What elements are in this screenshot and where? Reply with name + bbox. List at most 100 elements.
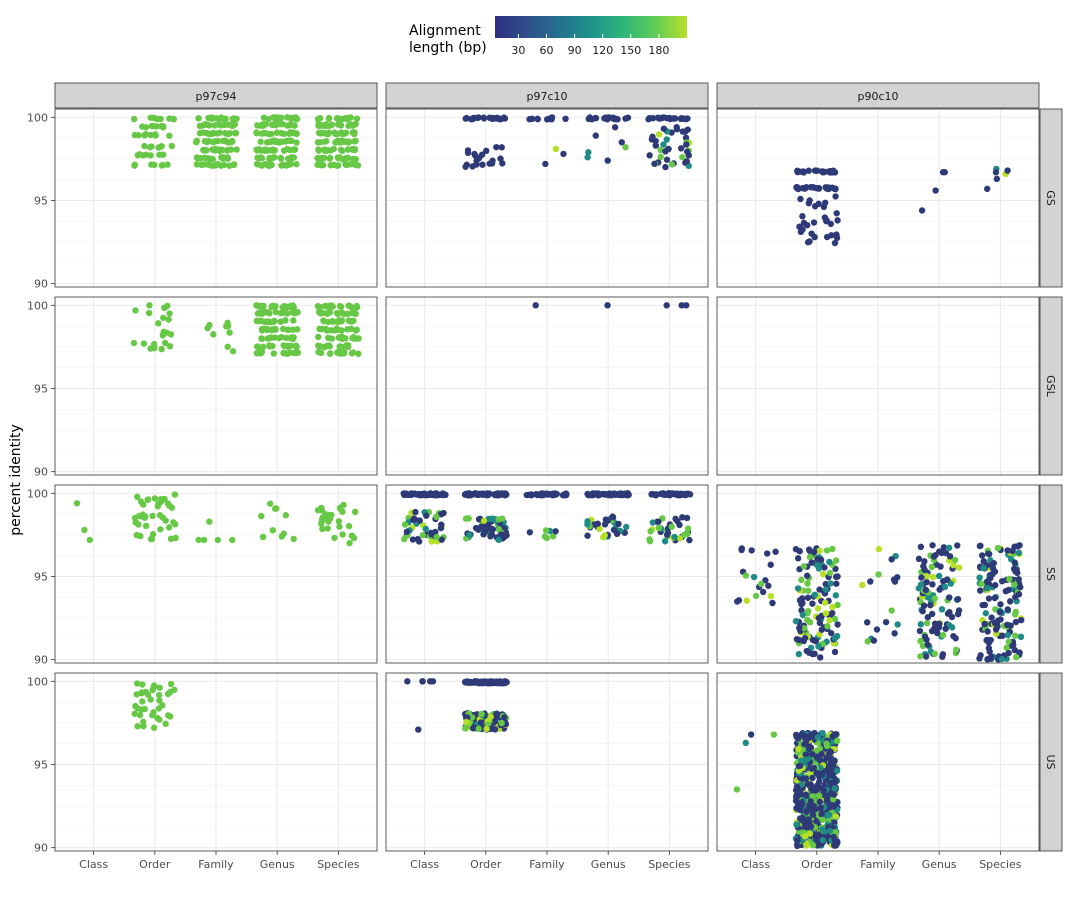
data-point <box>495 536 502 544</box>
data-point <box>742 572 750 579</box>
data-point <box>822 580 829 588</box>
data-point <box>253 160 261 168</box>
data-point <box>337 146 345 154</box>
data-point <box>834 573 841 580</box>
data-point <box>677 145 685 152</box>
data-point <box>270 121 277 129</box>
data-point <box>167 331 175 338</box>
data-point <box>550 491 557 498</box>
data-point <box>316 325 323 333</box>
data-point <box>662 163 669 171</box>
data-point <box>477 679 484 686</box>
data-point <box>412 508 419 516</box>
data-point <box>214 137 222 145</box>
data-point <box>832 565 839 573</box>
x-tick-label: Order <box>470 858 502 871</box>
data-point <box>750 573 758 581</box>
data-point <box>814 734 822 741</box>
data-point <box>168 142 176 150</box>
data-point <box>265 309 272 316</box>
data-point <box>326 350 334 357</box>
data-point <box>220 154 227 161</box>
data-point <box>795 745 802 753</box>
data-point <box>331 130 339 137</box>
data-point <box>818 750 825 758</box>
data-point <box>336 523 343 530</box>
data-point <box>584 532 591 539</box>
data-point <box>488 531 496 538</box>
data-point <box>794 184 801 191</box>
data-point <box>762 577 769 584</box>
data-point <box>267 500 274 507</box>
data-point <box>941 583 949 591</box>
data-point <box>402 490 410 498</box>
data-point <box>817 654 824 661</box>
data-point <box>738 546 745 554</box>
x-tick-label: Species <box>648 858 691 871</box>
data-point <box>931 624 938 632</box>
data-point <box>193 137 201 145</box>
data-point <box>291 146 298 154</box>
legend-colorbar <box>495 16 687 38</box>
data-point <box>280 530 287 537</box>
data-point <box>834 217 841 224</box>
data-point <box>793 805 801 812</box>
data-point <box>604 302 611 309</box>
data-point <box>672 515 679 523</box>
data-point <box>955 607 963 614</box>
data-point <box>795 767 803 774</box>
data-point <box>931 650 939 658</box>
data-point <box>942 625 949 632</box>
data-point <box>829 609 836 617</box>
data-point <box>293 160 300 168</box>
data-point <box>799 599 806 607</box>
data-point <box>765 582 772 589</box>
data-point <box>996 609 1004 616</box>
data-point <box>811 591 819 598</box>
data-point <box>794 842 801 850</box>
data-point <box>814 842 821 849</box>
data-point <box>333 309 341 317</box>
data-point <box>665 145 672 153</box>
data-point <box>939 651 947 658</box>
data-point <box>166 343 174 350</box>
data-point <box>794 555 802 562</box>
data-point <box>158 162 166 169</box>
data-point <box>289 154 296 162</box>
data-point <box>542 160 549 168</box>
data-point <box>233 146 240 153</box>
data-point <box>685 152 692 159</box>
data-point <box>476 491 483 498</box>
column-strip-p97c94: p97c94 <box>54 82 378 109</box>
data-point <box>815 643 822 650</box>
data-point <box>976 587 984 594</box>
data-point <box>205 161 212 168</box>
y-tick-label: 100 <box>27 299 48 312</box>
data-point <box>338 333 346 341</box>
data-point <box>151 495 159 502</box>
data-point <box>253 343 261 350</box>
panel-p97c10-GSL <box>385 296 709 476</box>
data-point <box>280 342 287 349</box>
data-point <box>592 114 599 122</box>
data-point <box>463 161 470 168</box>
x-tick-label: Order <box>801 858 833 871</box>
data-point <box>325 129 333 136</box>
data-point <box>661 538 669 545</box>
data-point <box>801 833 809 840</box>
data-point <box>473 161 480 168</box>
data-point <box>229 121 237 128</box>
data-point <box>486 114 493 121</box>
data-point <box>498 719 505 727</box>
data-point <box>800 563 808 570</box>
data-point <box>941 169 948 176</box>
data-point <box>610 115 617 122</box>
data-point <box>683 158 690 165</box>
data-point <box>324 310 331 317</box>
data-point <box>345 146 352 153</box>
panel-border <box>716 484 1040 664</box>
data-point <box>273 505 280 512</box>
data-point <box>86 536 93 544</box>
data-point <box>130 115 138 123</box>
data-point <box>499 515 506 522</box>
